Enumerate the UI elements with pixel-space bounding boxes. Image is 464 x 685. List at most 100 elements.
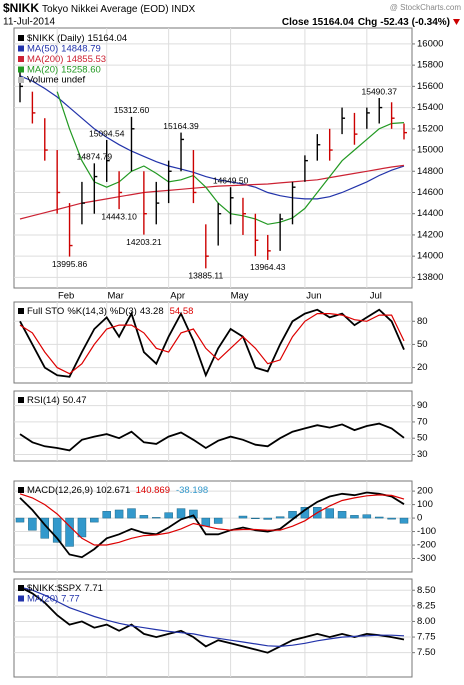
x-tick-label: May [231,291,249,302]
y-tick-label: 14000 [417,251,443,262]
legend-swatch [18,308,24,314]
histogram-bar [152,517,161,519]
y-tick-label: 50 [417,339,428,350]
legend-swatch [18,487,24,493]
series-line [19,491,405,559]
change-pct: (-0.34%) [412,17,450,28]
series-line [19,422,405,452]
legend-swatch [18,45,24,52]
panel-frame [13,578,413,678]
legend-value: 7.77 [61,593,80,604]
y-tick-label: 7.75 [417,632,436,643]
histogram-bar [201,517,211,527]
high-label: 15094.54 [89,128,125,138]
chart-title: $NIKK Tokyo Nikkei Average (EOD) INDX [3,1,196,15]
histogram-bar [374,516,384,519]
legend-swatch [18,66,24,73]
legend-value: 43.28 [140,306,164,317]
series-line [19,493,405,546]
series-line [19,586,405,654]
symbol: $NIKK [3,1,39,15]
legend-entry: MA(50) 14848.79 [27,43,101,54]
y-tick-label: 15000 [417,145,443,156]
y-tick-label: 14600 [417,187,443,198]
histogram-bar [189,509,198,519]
high-label: 15312.60 [114,105,150,115]
histogram-bar [65,517,74,547]
low-label: 14443.10 [101,211,137,221]
histogram-bar [275,516,285,519]
y-tick-label: 8.50 [417,585,436,596]
legend-value: 14855.53 [66,54,106,65]
y-tick-label: 8.25 [417,600,436,611]
y-tick-label: -100 [417,526,436,537]
legend-swatch [18,35,24,41]
change-value: -52.43 [380,17,409,28]
legend-entry: Full STO %K(14,3) %D(3) 43.28 54.58 [27,306,193,317]
legend-swatch [18,77,24,83]
legend-swatch [18,397,24,403]
histogram-bar [90,517,99,523]
y-tick-label: 200 [417,486,433,497]
y-tick-label: 8.00 [417,616,436,627]
histogram-bar [176,508,186,519]
y-tick-label: -200 [417,540,436,551]
legend-value: 15258.60 [61,64,101,75]
legend-value: -38.198 [176,485,208,496]
legend-value: 14848.79 [61,43,101,54]
legend-value: 50.47 [63,395,87,406]
y-tick-label: 15600 [417,81,443,92]
legend-swatch [18,585,24,591]
legend-swatch [18,56,24,62]
histogram-bar [337,511,347,519]
y-tick-label: -300 [417,553,436,564]
histogram-bar [387,517,396,520]
histogram-bar [362,514,372,519]
legend-entry: RSI(14) 50.47 [27,395,87,406]
histogram-bar [127,508,136,519]
high-label: 14649.50 [213,175,249,185]
legend-entry: MA(200) 14855.53 [27,54,106,65]
low-label: 13885.11 [188,271,223,281]
x-tick-label: Apr [170,291,185,302]
histogram-bar [28,517,37,531]
legend-name: $NIKK:$SPX [27,583,82,594]
histogram-bar [325,508,334,519]
histogram-bar [139,515,149,519]
legend-name: RSI(14) [27,395,60,406]
y-tick-label: 50 [417,433,428,444]
y-tick-label: 90 [417,400,428,411]
y-tick-label: 15200 [417,123,443,134]
histogram-bar [114,509,124,519]
y-tick-label: 30 [417,449,428,460]
low-label: 14203.21 [126,237,162,247]
legend-value: 140.869 [136,485,170,496]
legend-name: $NIKK (Daily) [27,33,85,44]
y-tick-label: 100 [417,499,433,510]
legend-value: 102.671 [96,485,130,496]
high-label: 15164.39 [163,121,199,131]
series-line [19,586,405,648]
close-label: Close [282,17,310,28]
high-label: 14874.79 [77,152,113,162]
legend-name: MA(20) [27,64,58,75]
y-tick-label: 70 [417,416,428,427]
legend-name: MA(20) [27,593,58,604]
title: Tokyo Nikkei Average (EOD) INDX [42,4,196,15]
legend-value: 54.58 [170,306,194,317]
panel-frame [13,301,413,384]
x-tick-label: Feb [58,291,74,302]
series-line [19,308,405,378]
y-tick-label: 14800 [417,166,443,177]
y-tick-label: 16000 [417,38,443,49]
legend-title: MACD(12,26,9) [27,485,93,496]
y-tick-label: 13800 [417,272,443,283]
histogram-bar [399,517,409,524]
x-tick-label: Jul [370,291,382,302]
low-label: 13964.43 [250,262,286,272]
histogram-bar [102,511,111,519]
close-summary: Close 15164.04 Chg -52.43 (-0.34%) [282,17,450,28]
y-tick-label: 0 [417,513,422,524]
legend-entry: $NIKK:$SPX 7.71 [27,583,103,594]
